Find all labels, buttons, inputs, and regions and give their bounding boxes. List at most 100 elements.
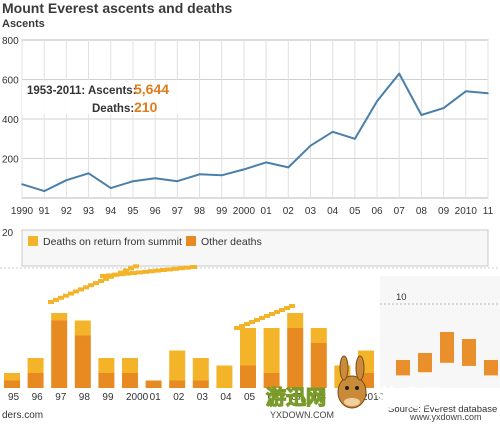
- bar-return-deaths: [74, 320, 91, 336]
- x-tick-label: 93: [83, 206, 95, 217]
- ascents-point: [442, 107, 445, 109]
- overlay-step: [124, 271, 131, 276]
- overlay-step: [88, 283, 94, 288]
- x-tick-label: 96: [150, 206, 162, 217]
- ascents-point: [265, 161, 267, 164]
- overlay-step: [98, 279, 104, 283]
- overlay-step: [112, 272, 119, 277]
- overlay-step: [83, 285, 89, 290]
- y-tick-label: 200: [2, 155, 19, 166]
- deaths-value: 210: [134, 99, 158, 115]
- overlay-step: [259, 316, 265, 320]
- watermark-text-b: 游戏网: [376, 386, 442, 411]
- bar-chart-frame: 20: [0, 228, 500, 269]
- overlay-step: [48, 300, 54, 304]
- overlay-step: [130, 271, 137, 275]
- overlay-step: [103, 276, 109, 281]
- overlay-step: [93, 281, 99, 286]
- bar-x-tick-label: 05: [244, 392, 256, 403]
- bar-x-tick-label: 06: [268, 392, 280, 403]
- ghost-bar: [462, 339, 476, 366]
- y-tick-label: 600: [2, 76, 19, 87]
- x-tick-label: 97: [172, 206, 184, 217]
- ascents-point: [420, 114, 423, 116]
- x-tick-label: 1990: [11, 206, 34, 217]
- ascents-point: [309, 144, 312, 147]
- overlay-step: [279, 308, 285, 312]
- watermark-domain-a: YXDOWN.COM: [270, 410, 334, 420]
- ascents-point: [198, 173, 201, 176]
- overlay-step: [254, 318, 260, 322]
- bar-return-deaths: [169, 350, 186, 381]
- ascents-point: [21, 183, 23, 185]
- overlay-step: [106, 273, 113, 278]
- ascents-point: [287, 166, 290, 169]
- overlay-step: [133, 264, 139, 269]
- bar-x-tick-label: 04: [220, 392, 232, 403]
- legend-swatch: [28, 236, 38, 246]
- bar-return-deaths: [4, 373, 20, 381]
- line-chart-series: [21, 72, 489, 193]
- overlay-step: [154, 268, 161, 273]
- overlay-step: [53, 297, 59, 302]
- bar-return-deaths: [287, 313, 304, 328]
- line-chart-grid: [21, 39, 489, 199]
- ascents-point: [109, 187, 112, 189]
- x-tick-label: 08: [416, 206, 428, 217]
- deaths-label: Deaths:: [92, 103, 134, 115]
- bar-other-deaths: [263, 373, 280, 388]
- ascents-point: [243, 168, 245, 171]
- overlay-step: [269, 312, 275, 316]
- x-tick-label: 98: [194, 206, 206, 217]
- bar-chart-bars: [4, 264, 374, 388]
- bar-return-deaths: [51, 313, 68, 321]
- bar-chart-overlay: 10 ders.com Source: Everest database: [2, 276, 500, 421]
- overlay-step: [148, 269, 155, 274]
- ghost-bar: [484, 360, 498, 376]
- bar-x-tick-label: 2000: [126, 392, 149, 403]
- bar-x-tick-label: 98: [79, 392, 91, 403]
- overlay-step: [78, 287, 84, 292]
- mascot-eye: [345, 386, 349, 390]
- bar-other-deaths: [51, 320, 68, 388]
- x-tick-label: 95: [127, 206, 139, 217]
- x-tick-label: 99: [216, 206, 228, 217]
- ascents-label: 1953-2011: Ascents:: [27, 85, 137, 97]
- x-tick-label: 11: [483, 206, 494, 217]
- overlay-step: [172, 266, 179, 271]
- chart-title: Mount Everest ascents and deaths: [2, 0, 233, 16]
- mascot-mouth: [344, 398, 360, 406]
- bar-other-deaths: [145, 380, 162, 388]
- overlay-step: [166, 267, 173, 272]
- ascents-point: [154, 177, 156, 180]
- overlay-step: [178, 266, 185, 271]
- legend-label: Deaths on return from summit: [43, 236, 182, 248]
- watermark-text-a: 游迅网: [266, 385, 326, 409]
- x-tick-label: 94: [105, 206, 117, 217]
- bar-other-deaths: [122, 373, 138, 388]
- overlay-step: [68, 291, 74, 296]
- bar-other-deaths: [169, 380, 186, 388]
- mascot-eye: [355, 386, 359, 390]
- x-tick-label: 2000: [233, 206, 256, 217]
- overlay-step: [118, 272, 125, 277]
- overlay-step: [244, 322, 250, 326]
- legend-label: Other deaths: [201, 236, 262, 248]
- source-fragment: ders.com: [2, 410, 43, 421]
- bar-x-tick-label: 97: [55, 392, 67, 403]
- x-tick-label: 06: [371, 206, 383, 217]
- bar-return-deaths: [310, 328, 327, 343]
- overlay-step: [142, 269, 149, 274]
- overlay-step: [128, 266, 134, 271]
- watermark-domain-b: www.yxdown.com: [409, 412, 482, 422]
- overlay-step: [264, 314, 270, 318]
- x-tick-label: 04: [327, 206, 339, 217]
- bar-other-deaths: [310, 343, 327, 388]
- ghost-bar: [396, 360, 410, 376]
- annotation-box: [22, 80, 182, 114]
- overlay-step: [100, 274, 107, 278]
- bar-return-deaths: [216, 365, 233, 388]
- overlay-step: [239, 324, 245, 328]
